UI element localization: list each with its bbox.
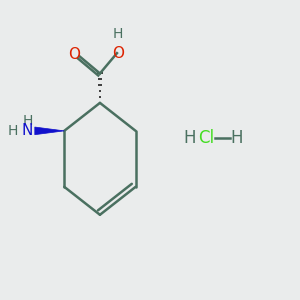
Text: H: H [231,129,243,147]
Text: N: N [22,123,33,138]
Text: H: H [184,129,196,147]
Text: Cl: Cl [198,129,214,147]
Polygon shape [35,127,64,135]
Text: H: H [22,114,33,128]
Text: O: O [68,47,80,62]
Text: H: H [8,124,19,138]
Text: O: O [112,46,124,61]
Text: H: H [112,27,123,41]
